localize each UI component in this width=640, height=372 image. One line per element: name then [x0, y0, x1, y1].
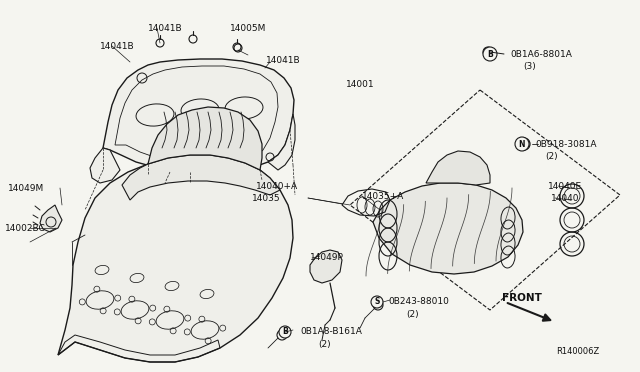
Circle shape — [371, 296, 383, 308]
Text: 14041B: 14041B — [148, 23, 182, 32]
Text: 14049P: 14049P — [310, 253, 344, 263]
Text: 14040+A: 14040+A — [256, 182, 298, 190]
Text: 0B1A8-B161A: 0B1A8-B161A — [300, 327, 362, 337]
Text: B: B — [487, 49, 493, 58]
Text: S: S — [374, 298, 380, 307]
Text: 14001: 14001 — [346, 80, 374, 89]
Text: R140006Z: R140006Z — [556, 347, 599, 356]
Polygon shape — [103, 59, 294, 172]
Polygon shape — [148, 107, 262, 170]
Text: N: N — [519, 140, 525, 148]
Text: B: B — [282, 327, 288, 337]
Text: 14040: 14040 — [551, 193, 579, 202]
Text: 0B1A6-8801A: 0B1A6-8801A — [510, 49, 572, 58]
Text: 14002BC: 14002BC — [5, 224, 45, 232]
Polygon shape — [122, 155, 280, 200]
Text: (3): (3) — [523, 61, 536, 71]
Polygon shape — [373, 183, 523, 274]
Text: (2): (2) — [406, 310, 419, 318]
Text: 14049M: 14049M — [8, 183, 44, 192]
Circle shape — [279, 326, 291, 338]
Text: 0B918-3081A: 0B918-3081A — [535, 140, 596, 148]
Text: 14041B: 14041B — [266, 55, 301, 64]
Polygon shape — [310, 250, 342, 283]
Circle shape — [515, 137, 529, 151]
Text: 14005M: 14005M — [230, 23, 266, 32]
Text: 14041B: 14041B — [100, 42, 134, 51]
Polygon shape — [90, 148, 120, 183]
Circle shape — [483, 47, 497, 61]
Polygon shape — [58, 155, 293, 362]
Text: 14035+A: 14035+A — [362, 192, 404, 201]
Text: (2): (2) — [318, 340, 331, 349]
Polygon shape — [40, 205, 62, 232]
Text: 0B243-88010: 0B243-88010 — [388, 298, 449, 307]
Text: FRONT: FRONT — [502, 293, 542, 303]
Text: 14035: 14035 — [252, 193, 280, 202]
Text: 14040E: 14040E — [548, 182, 582, 190]
Polygon shape — [426, 151, 490, 185]
Polygon shape — [268, 114, 295, 170]
Text: (2): (2) — [545, 151, 557, 160]
